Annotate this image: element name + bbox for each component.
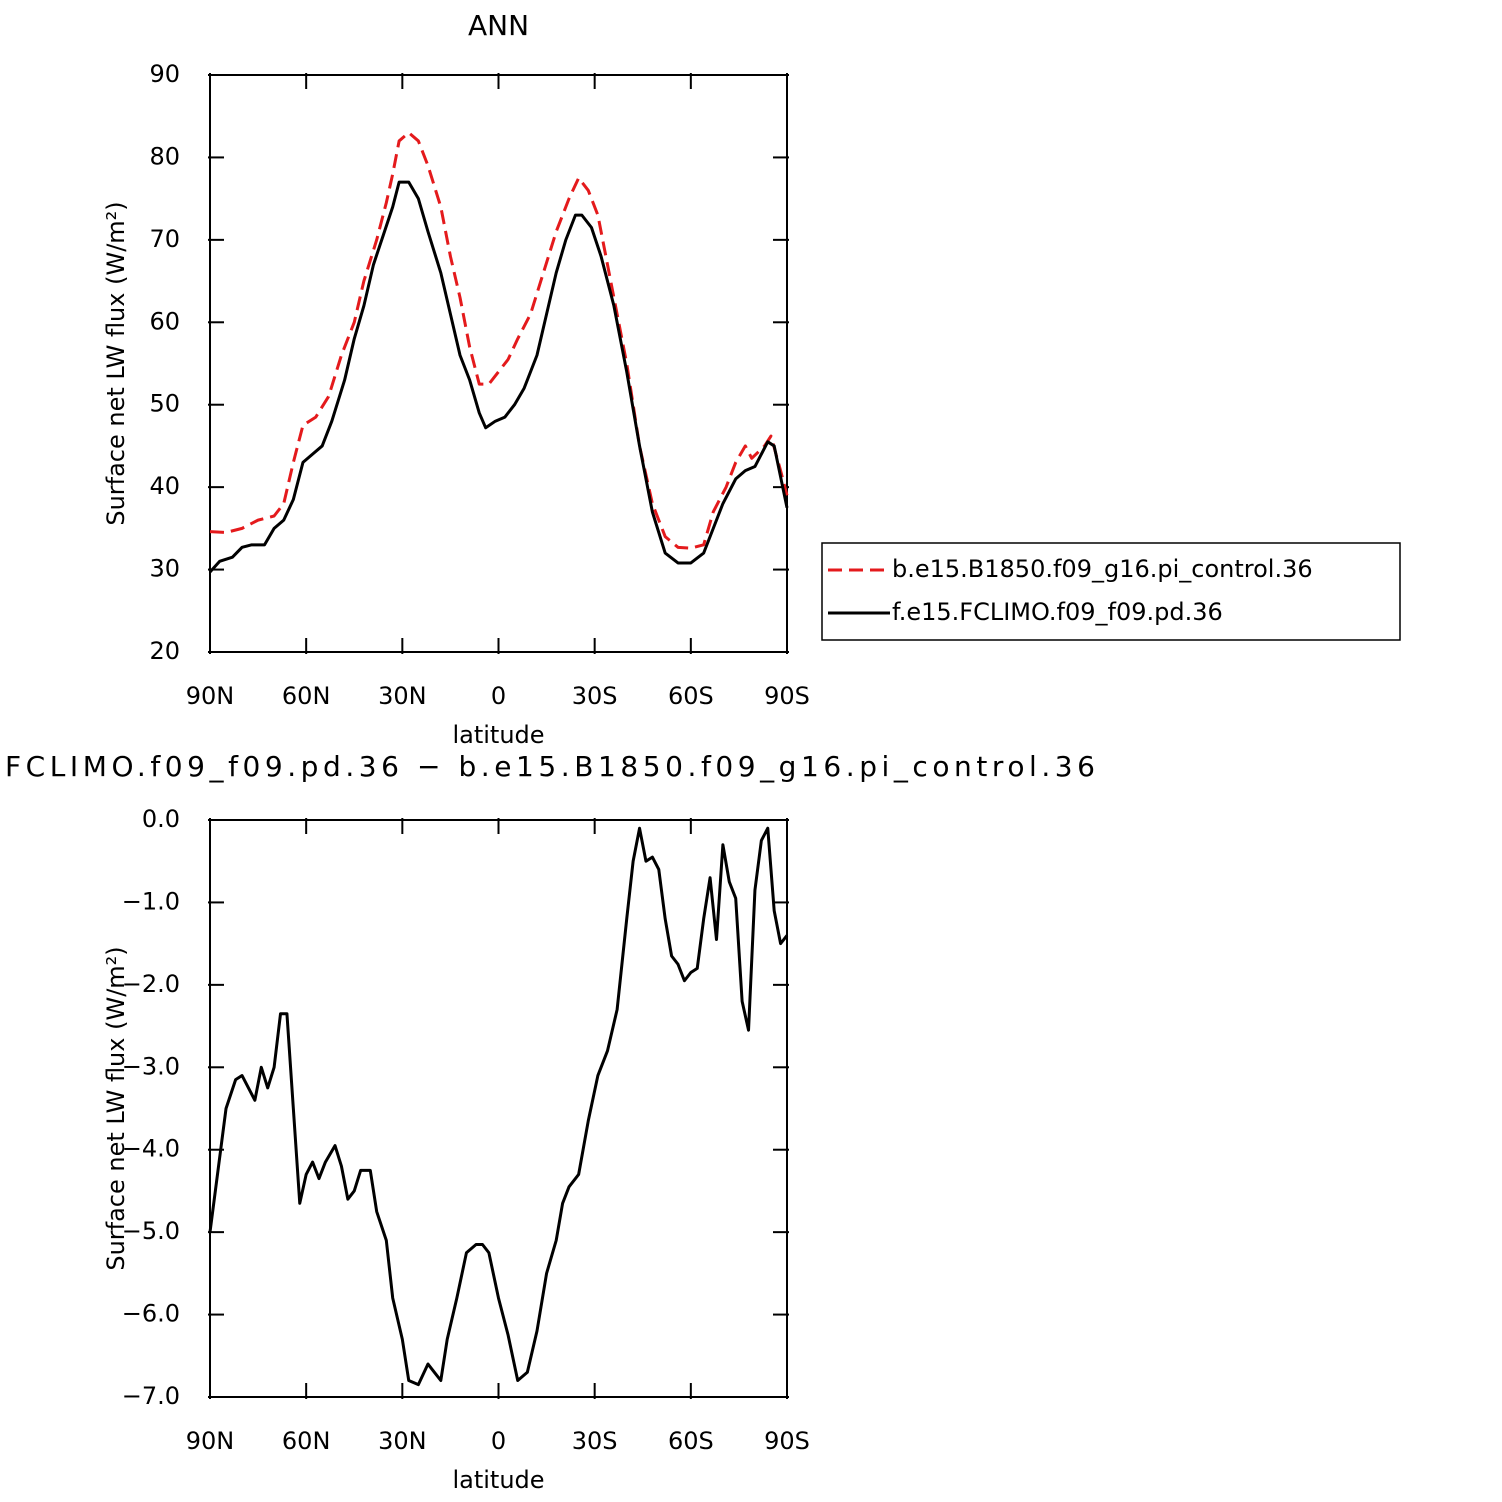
legend-box [821,542,1401,641]
y-tick-label: −7.0 [122,1382,180,1410]
plot-frame [209,819,788,1398]
series-line [209,131,789,550]
x-tick-label: 30S [572,682,618,710]
x-tick-label: 90S [764,1427,810,1455]
x-axis-label: latitude [452,1466,544,1494]
x-tick-label: 0 [491,682,506,710]
y-tick-label: 0.0 [142,805,180,833]
x-tick-label: 60N [282,682,331,710]
x-tick-label: 90N [186,1427,235,1455]
y-tick-label: −4.0 [122,1135,180,1163]
y-tick-label: −5.0 [122,1217,180,1245]
x-tick-label: 90S [764,682,810,710]
chart-title: FCLIMO.f09_f09.pd.36 − b.e15.B1850.f09_g… [5,750,1095,783]
legend-label: f.e15.FCLIMO.f09_f09.pd.36 [892,598,1223,626]
x-tick-label: 90N [186,682,235,710]
y-tick-label: −6.0 [122,1300,180,1328]
y-axis-label: Surface net LW flux (W/m²) [102,946,130,1270]
series-line [208,180,789,574]
y-tick-label: 90 [149,60,180,88]
series-line [208,826,789,1387]
chart-title: ANN [468,9,529,42]
plot-frame [209,74,788,653]
x-axis-label: latitude [452,721,544,749]
x-tick-label: 60S [668,682,714,710]
y-tick-label: 50 [149,390,180,418]
x-tick-label: 30S [572,1427,618,1455]
x-tick-label: 60N [282,1427,331,1455]
legend-label: b.e15.B1850.f09_g16.pi_control.36 [892,555,1313,583]
y-tick-label: 30 [149,555,180,583]
y-tick-label: 60 [149,307,180,335]
y-tick-label: 20 [149,637,180,665]
x-tick-label: 0 [491,1427,506,1455]
y-tick-label: −2.0 [122,970,180,998]
x-tick-label: 30N [378,682,427,710]
y-tick-label: 80 [149,142,180,170]
x-tick-label: 60S [668,1427,714,1455]
y-axis-label: Surface net LW flux (W/m²) [102,201,130,525]
y-tick-label: −1.0 [122,887,180,915]
y-tick-label: 40 [149,472,180,500]
y-tick-label: −3.0 [122,1052,180,1080]
y-tick-label: 70 [149,225,180,253]
x-tick-label: 30N [378,1427,427,1455]
